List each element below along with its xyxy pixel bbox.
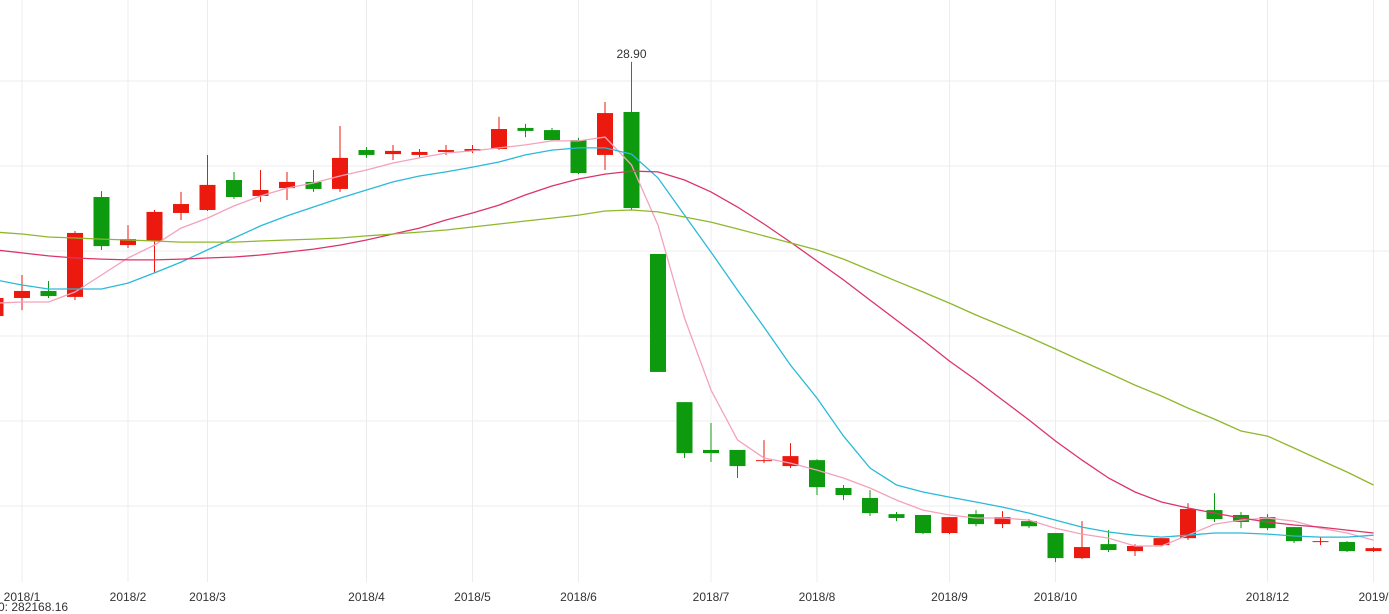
x-tick-label: 2018/9: [931, 590, 968, 604]
candle-body: [782, 456, 799, 467]
x-tick-label: 2018/4: [348, 590, 385, 604]
candle-body: [1180, 509, 1196, 539]
candle-body: [570, 140, 587, 174]
x-tick-label: 2018/8: [799, 590, 836, 604]
candle-body: [729, 449, 746, 467]
candle-body: [756, 460, 772, 462]
candle-body: [1127, 546, 1143, 552]
candle-body: [1286, 527, 1302, 542]
candle-body: [862, 497, 878, 514]
ma-line: [0, 136, 1374, 547]
candle-body: [279, 181, 295, 189]
candle-body: [544, 130, 560, 141]
candle-body: [1365, 548, 1382, 552]
candle-body: [385, 150, 401, 155]
ma-line: [0, 170, 1374, 534]
candle-body: [623, 112, 640, 209]
candle-body: [1312, 541, 1329, 543]
candle-body: [1206, 510, 1223, 520]
candle-body: [226, 180, 242, 198]
x-tick-label: 2018/7: [693, 590, 730, 604]
x-tick-label: 2018/1: [4, 590, 41, 604]
candle-body: [597, 113, 613, 155]
candle-body: [650, 253, 666, 372]
candle-body: [93, 197, 110, 247]
candle-body: [199, 184, 216, 210]
candle-body: [411, 151, 428, 155]
candle-body: [1153, 538, 1170, 546]
candle-body: [1100, 544, 1117, 551]
candle-body: [888, 514, 905, 518]
candle-body: [1047, 533, 1064, 559]
high-label: 28.90: [616, 47, 646, 61]
candle-body: [252, 190, 269, 196]
x-tick-label: 2018/6: [560, 590, 597, 604]
candle-body: [146, 211, 163, 242]
candle-body: [1339, 541, 1355, 552]
candle-body: [305, 181, 322, 189]
candle-body: [464, 148, 481, 151]
x-tick-label: 2018/12: [1246, 590, 1290, 604]
candle-body: [438, 150, 454, 152]
candle-body: [173, 204, 189, 213]
ma-line: [0, 209, 1374, 486]
footer-text: 0: 282168.16: [0, 600, 68, 614]
candle-body: [703, 449, 719, 454]
candle-body: [67, 232, 83, 297]
candle-body: [358, 150, 375, 155]
candle-body: [40, 290, 57, 297]
x-tick-label: 2018/3: [189, 590, 226, 604]
candle-body: [1074, 547, 1090, 559]
candle-body: [1021, 521, 1037, 527]
candle-body: [14, 290, 30, 298]
candle-body: [517, 127, 534, 131]
candle-body: [0, 297, 4, 317]
candle-body: [332, 157, 348, 189]
candle-body: [941, 517, 958, 534]
candle-body: [120, 239, 136, 246]
candle-body: [915, 514, 931, 534]
x-tick-label: 2018/5: [454, 590, 491, 604]
x-tick-label: 2018/2: [110, 590, 147, 604]
x-tick-label: 2018/10: [1034, 590, 1078, 604]
candle-body: [809, 460, 825, 488]
candle-body: [968, 514, 984, 525]
candle-body: [676, 402, 693, 454]
candle-body: [491, 129, 507, 149]
candle-body: [835, 487, 852, 495]
candle-body: [994, 517, 1011, 525]
x-tick-label: 2019/: [1358, 590, 1389, 604]
